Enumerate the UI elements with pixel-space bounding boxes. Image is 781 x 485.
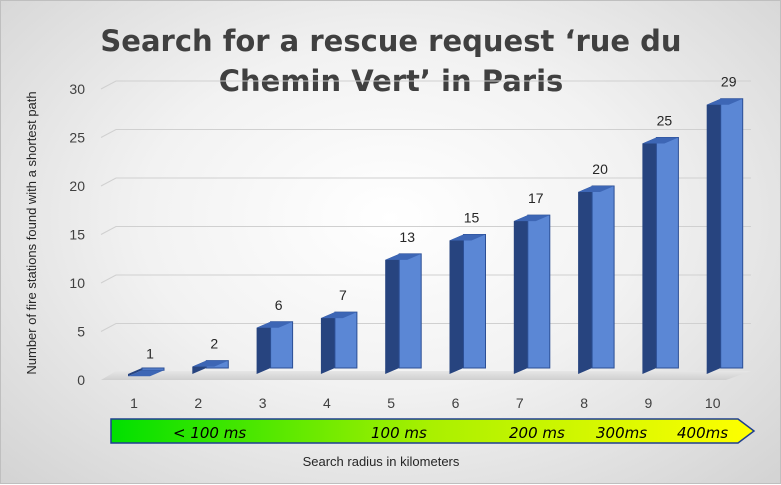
bar-top-face: [513, 215, 550, 222]
data-label: 1: [146, 345, 154, 361]
x-tick-label: 5: [387, 395, 395, 411]
x-tick-label: 7: [516, 395, 524, 411]
bar-5: [385, 253, 422, 374]
bar-side-face: [513, 215, 528, 374]
timing-arrow-shape: [110, 418, 756, 444]
bar-front-face: [141, 367, 165, 371]
gridline: [100, 177, 751, 187]
y-tick-label: 25: [69, 130, 85, 146]
bar-front-face: [591, 185, 615, 369]
bar-side-face: [642, 137, 657, 374]
x-tick-label: 10: [705, 395, 721, 411]
bar-side-face: [449, 234, 464, 374]
y-tick-label: 20: [69, 178, 85, 194]
bar-top-face: [256, 321, 293, 328]
bar-10: [706, 98, 744, 374]
bar-front-face: [527, 214, 551, 369]
bar-front-face: [334, 311, 358, 369]
bar-4: [320, 311, 358, 374]
timing-label-400: 400ms: [677, 424, 728, 442]
bar-side-face: [320, 312, 335, 374]
bar-top-face: [320, 312, 357, 319]
x-tick-label: 9: [645, 395, 653, 411]
bar-top-face: [578, 186, 615, 192]
bar-front-face: [398, 253, 422, 369]
bar-9: [642, 137, 679, 374]
data-label: 29: [721, 74, 737, 90]
timing-label-100: 100 ms: [371, 424, 427, 442]
bar-top-face: [449, 234, 486, 241]
bar-side-face: [256, 321, 271, 374]
bar-front-face: [270, 321, 294, 369]
data-label: 17: [528, 190, 544, 206]
timing-label-lt100: < 100 ms: [173, 424, 246, 442]
data-label: 15: [464, 210, 480, 226]
data-label: 13: [399, 229, 415, 245]
bar-top-face: [706, 98, 743, 105]
bar-side-face: [128, 368, 142, 377]
timing-label-300: 300ms: [596, 424, 647, 442]
y-tick-label: 0: [77, 372, 85, 388]
bar-front-face: [463, 234, 486, 369]
bar-front-face: [720, 98, 744, 369]
bar-6: [449, 234, 486, 374]
gridline: [100, 129, 751, 138]
y-axis-ticks: 0 5 10 15 20 25 30: [69, 81, 85, 388]
data-label: 20: [592, 161, 608, 177]
bar-8: [578, 185, 615, 374]
y-axis-title: Number of fire stations found with a sho…: [24, 91, 39, 374]
bar-side-face: [578, 186, 593, 374]
x-tick-label: 8: [580, 395, 588, 411]
x-tick-label: 4: [323, 395, 331, 411]
x-axis-ticks: 1 2 3 4 5 6 7 8 9 10: [130, 395, 721, 411]
bar-top-face: [642, 137, 679, 144]
floor-plane: [101, 371, 751, 380]
y-tick-label: 30: [69, 81, 85, 97]
bar-2: [192, 360, 229, 374]
x-axis-title: Search radius in kilometers: [303, 454, 460, 469]
bar-top-face: [385, 253, 422, 260]
bar-front-face: [655, 137, 679, 369]
data-labels: 1 2 6 7 13 15 17 20 25 29: [146, 74, 737, 362]
bar-top-face: [128, 370, 164, 377]
bar-side-face: [706, 98, 721, 374]
gridline: [100, 80, 751, 90]
bars: [128, 98, 744, 377]
x-tick-label: 6: [452, 395, 460, 411]
data-label: 2: [210, 336, 218, 352]
x-tick-label: 1: [130, 395, 138, 411]
bar-3: [256, 321, 294, 374]
x-tick-label: 3: [259, 395, 267, 411]
x-tick-label: 2: [194, 395, 202, 411]
data-label: 25: [657, 113, 673, 129]
timing-label-200: 200 ms: [509, 424, 565, 442]
data-label: 7: [339, 287, 347, 303]
y-tick-label: 15: [69, 227, 85, 243]
bar-side-face: [385, 253, 400, 374]
chart-title-line-1: Search for a rescue request ‘rue du: [100, 24, 681, 58]
timing-arrow: < 100 ms 100 ms 200 ms 300ms 400ms: [110, 418, 756, 444]
y-tick-label: 5: [77, 324, 85, 340]
bar-1: [128, 367, 165, 377]
data-label: 6: [275, 297, 283, 313]
y-tick-label: 10: [69, 275, 85, 291]
bar-top-face: [192, 360, 229, 367]
bar-7: [513, 214, 551, 374]
